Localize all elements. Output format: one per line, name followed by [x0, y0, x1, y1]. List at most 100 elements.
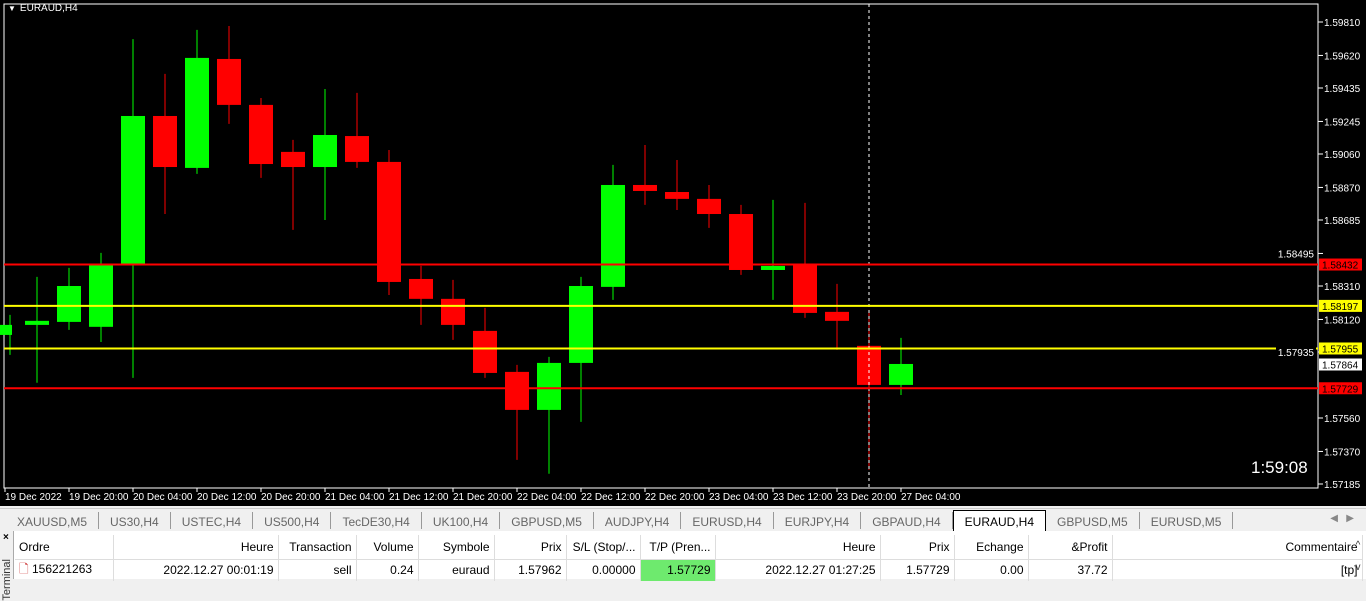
- column-header[interactable]: Symbole: [418, 535, 495, 560]
- price-label: 1.58120: [1324, 315, 1361, 326]
- column-header[interactable]: Commentaire: [1112, 535, 1363, 560]
- time-label: 23 Dec 12:00: [773, 492, 833, 503]
- bull-candle: [0, 324, 12, 335]
- chart-tab[interactable]: EURUSD,M5: [1140, 512, 1234, 529]
- price-label: 1.57370: [1324, 447, 1361, 458]
- bull-candle: [185, 57, 209, 168]
- bear-candle: [345, 136, 369, 162]
- chart-tab[interactable]: EURAUD,H4: [952, 510, 1047, 531]
- price-label: 1.58870: [1324, 183, 1361, 194]
- bear-candle: [153, 115, 177, 168]
- bear-candle: [633, 184, 657, 191]
- price-label-bg: [1276, 247, 1316, 260]
- bear-candle: [377, 161, 401, 282]
- column-header[interactable]: Heure: [113, 535, 279, 560]
- price-chart[interactable]: 1.59810 1.59620 1.59435 1.59245 1.59060 1.588…: [0, 0, 1366, 506]
- terminal-sidebar: × Terminal: [0, 531, 14, 601]
- chart-tabs: XAUUSD,M5 US30,H4 USTEC,H4 US500,H4 TecDE30,…: [0, 508, 1366, 531]
- time-label: 20 Dec 20:00: [261, 492, 321, 503]
- bull-candle: [569, 286, 593, 363]
- dropdown-triangle-icon[interactable]: ▼: [8, 4, 16, 13]
- time-label: 23 Dec 04:00: [709, 492, 769, 503]
- time-label: 27 Dec 04:00: [901, 492, 961, 503]
- bull-candle: [57, 286, 81, 322]
- price-level-label-bg: [1319, 258, 1362, 271]
- column-header[interactable]: T/P (Pren...: [640, 535, 716, 560]
- close-icon[interactable]: ×: [3, 532, 9, 543]
- price-level-label-bg: [1319, 299, 1362, 312]
- chart-tab[interactable]: TecDE30,H4: [331, 512, 422, 529]
- bear-candle: [697, 198, 721, 215]
- table-cell: 1.57729: [880, 559, 955, 581]
- table-header: Ordre Heure Transaction Volume Symbole Prix S/…: [15, 535, 1363, 560]
- column-header[interactable]: S/L (Stop/...: [566, 535, 641, 560]
- chart-tab[interactable]: GBPUSD,M5: [500, 512, 594, 529]
- table-cell: 1.57962: [494, 559, 567, 581]
- price-label: 1.58685: [1324, 216, 1361, 227]
- chart-tab[interactable]: AUDJPY,H4: [594, 512, 682, 529]
- price-label: 1.59245: [1324, 117, 1361, 128]
- bull-candle: [537, 362, 561, 410]
- price-label: 1.57185: [1324, 480, 1361, 491]
- table-cell: 🗋 156221263: [15, 559, 114, 581]
- table-cell: 0.00: [954, 559, 1029, 581]
- time-label: 20 Dec 12:00: [197, 492, 257, 503]
- bear-candle: [729, 214, 753, 270]
- table-cell: 0.24: [356, 559, 419, 581]
- terminal-panel: × Terminal Ordre Heure Transaction Volume Sy…: [0, 531, 1366, 601]
- bear-candle: [825, 311, 849, 321]
- time-label: 21 Dec 04:00: [325, 492, 385, 503]
- price-label: 1.58495: [1278, 249, 1315, 260]
- price-level-label: 1.58432: [1322, 261, 1359, 272]
- table-cell: 2022.12.27 01:27:25: [715, 559, 881, 581]
- chart-canvas[interactable]: 1.59810 1.59620 1.59435 1.59245 1.59060 1.588…: [0, 0, 1366, 506]
- column-header[interactable]: Prix: [880, 535, 955, 560]
- time-label: 23 Dec 20:00: [837, 492, 897, 503]
- price-level-label: 1.57955: [1322, 344, 1359, 355]
- time-label: 22 Dec 20:00: [645, 492, 705, 503]
- time-label: 21 Dec 12:00: [389, 492, 449, 503]
- table-cell: 1.57729: [640, 559, 716, 581]
- chart-tab[interactable]: GBPAUD,H4: [861, 512, 953, 529]
- table-cell: [tp]: [1112, 559, 1363, 581]
- price-label: 1.57560: [1324, 414, 1361, 425]
- bull-candle: [889, 363, 913, 385]
- table-row[interactable]: 🗋 156221263 2022.12.27 00:01:19 sell 0.24 eu…: [15, 559, 1363, 581]
- time-label: 21 Dec 20:00: [453, 492, 513, 503]
- table-cell: 37.72: [1028, 559, 1113, 581]
- price-label: 1.57935: [1278, 348, 1315, 359]
- time-label: 19 Dec 2022: [5, 492, 62, 503]
- chart-title[interactable]: ▼ EURAUD,H4: [8, 3, 78, 14]
- bear-candle: [441, 298, 465, 325]
- chart-tab[interactable]: US500,H4: [253, 512, 332, 529]
- tab-scroll-arrows[interactable]: ◀ ▶: [1330, 513, 1354, 524]
- chart-tab[interactable]: EURJPY,H4: [774, 512, 862, 529]
- order-document-icon: 🗋: [19, 561, 32, 576]
- price-label-bg: [1276, 346, 1316, 358]
- price-level-label-bg: [1319, 342, 1362, 355]
- column-header[interactable]: &Profit: [1028, 535, 1113, 560]
- chart-symbol: EURAUD,H4: [19, 3, 78, 14]
- bear-candle: [249, 104, 273, 165]
- chart-tab[interactable]: USTEC,H4: [171, 512, 254, 529]
- column-header[interactable]: Prix: [494, 535, 567, 560]
- table-scrollbar[interactable]: ^ v: [1355, 540, 1361, 573]
- time-label: 19 Dec 20:00: [69, 492, 129, 503]
- chart-tab[interactable]: US30,H4: [99, 512, 171, 529]
- chart-tab[interactable]: GBPUSD,M5: [1046, 512, 1140, 529]
- time-label: 22 Dec 04:00: [517, 492, 577, 503]
- current-price-label-bg: [1319, 358, 1362, 371]
- column-header[interactable]: Ordre: [15, 535, 114, 560]
- chart-tab[interactable]: EURUSD,H4: [681, 512, 774, 529]
- chart-tab[interactable]: UK100,H4: [422, 512, 501, 529]
- bull-candle: [761, 265, 785, 270]
- column-header[interactable]: Volume: [356, 535, 419, 560]
- chart-tab[interactable]: XAUUSD,M5: [6, 512, 100, 529]
- time-label: 22 Dec 12:00: [581, 492, 641, 503]
- table-cell: 2022.12.27 00:01:19: [113, 559, 279, 581]
- column-header[interactable]: Echange: [954, 535, 1029, 560]
- column-header[interactable]: Heure: [715, 535, 881, 560]
- history-table: Ordre Heure Transaction Volume Symbole Prix S/…: [15, 535, 1363, 581]
- column-header[interactable]: Transaction: [278, 535, 357, 560]
- table-cell: 0.00000: [566, 559, 641, 581]
